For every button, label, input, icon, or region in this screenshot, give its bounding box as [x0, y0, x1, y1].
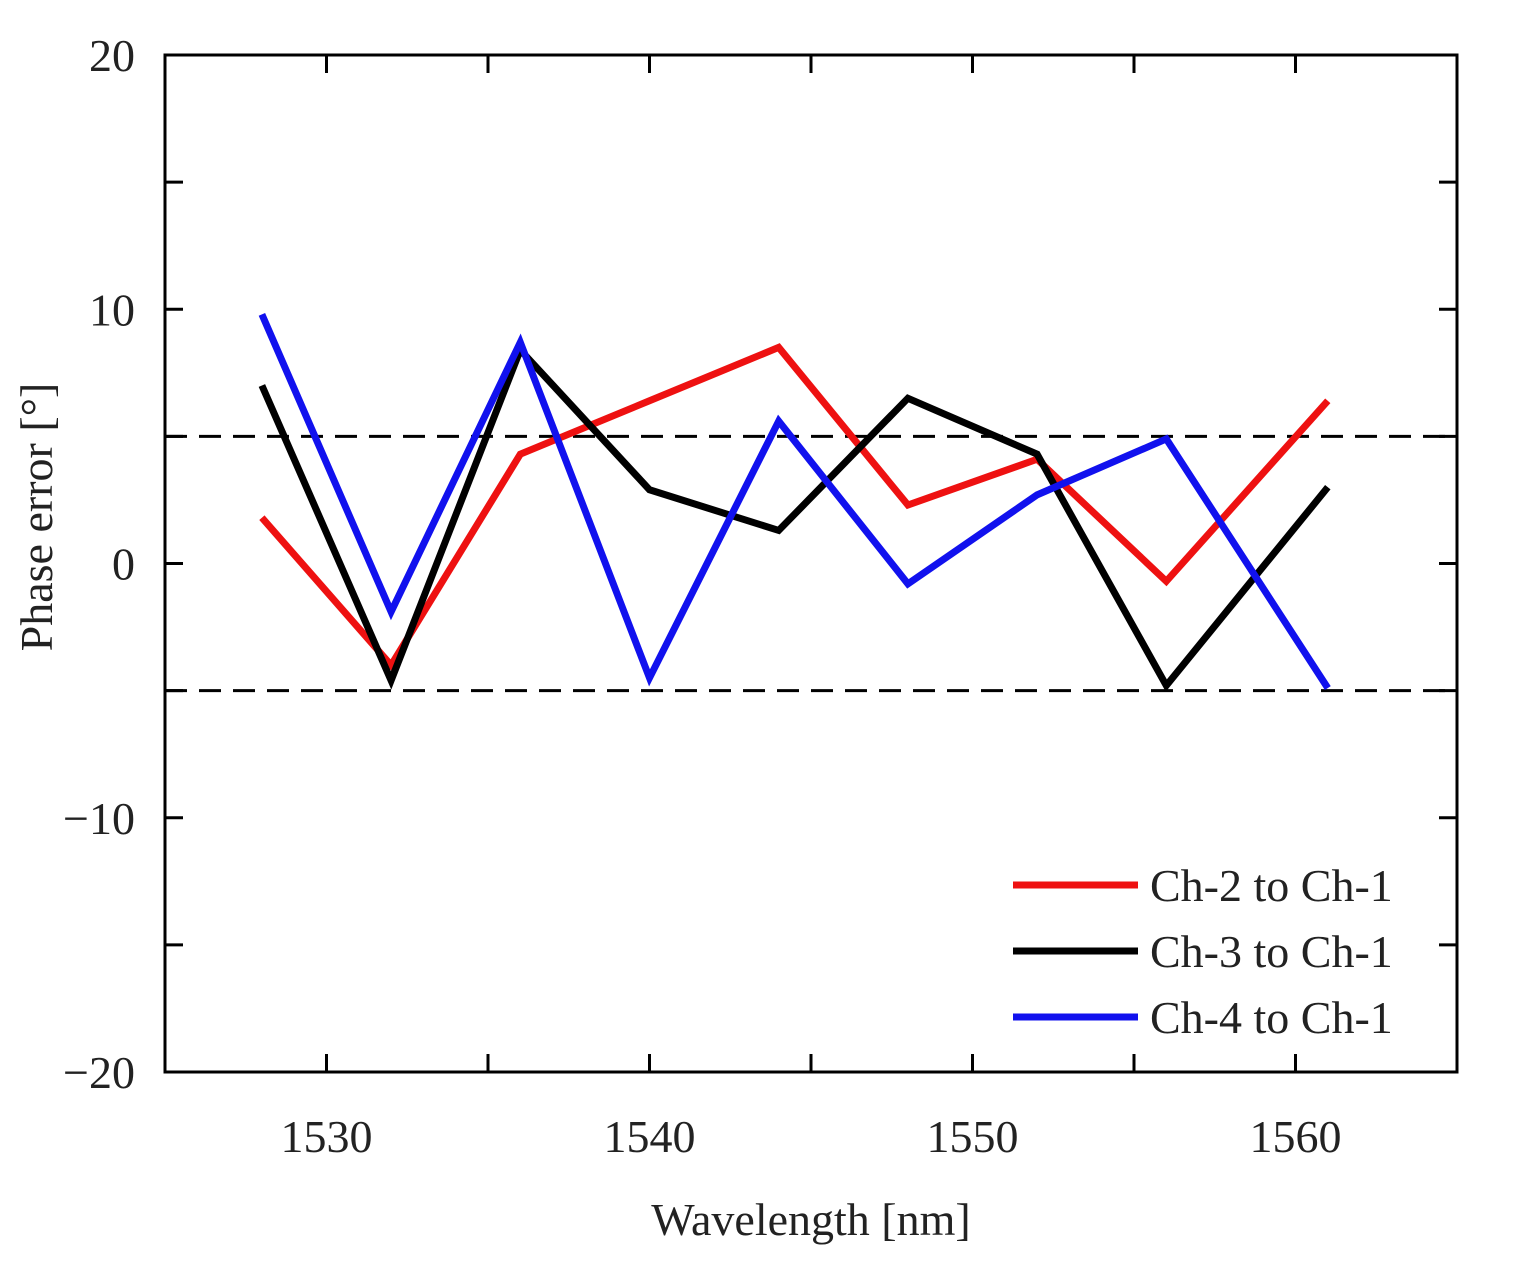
y-tick-label: −20: [63, 1047, 135, 1098]
y-tick-label: 20: [89, 30, 135, 81]
legend: Ch-2 to Ch-1 Ch-3 to Ch-1 Ch-4 to Ch-1: [1013, 860, 1393, 1043]
axis-ticks: [165, 55, 1457, 1072]
tick-labels: 1530 1540 1550 1560 −20 −10 0 10 20: [63, 30, 1341, 1162]
series-line-3: [258, 312, 1331, 690]
legend-label: Ch-3 to Ch-1: [1150, 926, 1393, 977]
series-lines: [258, 312, 1331, 692]
x-tick-label: 1560: [1250, 1111, 1342, 1162]
series-line-1: [259, 343, 1331, 672]
legend-label: Ch-4 to Ch-1: [1150, 992, 1393, 1043]
y-tick-label: 10: [89, 284, 135, 335]
legend-label: Ch-2 to Ch-1: [1150, 860, 1393, 911]
x-tick-label: 1540: [604, 1111, 696, 1162]
reference-lines: [165, 434, 1457, 693]
x-tick-label: 1550: [927, 1111, 1019, 1162]
y-tick-label: 0: [112, 539, 135, 590]
x-tick-label: 1530: [281, 1111, 373, 1162]
series-line-2: [258, 343, 1331, 692]
x-axis-title: Wavelength [nm]: [651, 1194, 970, 1245]
y-axis-title: Phase error [°]: [11, 383, 62, 652]
y-tick-label: −10: [63, 793, 135, 844]
